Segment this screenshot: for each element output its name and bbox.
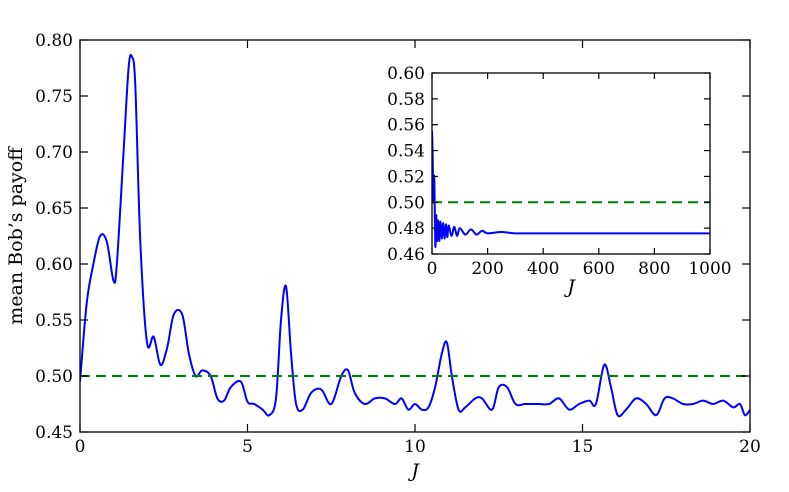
inset-x-tick-label: 0	[427, 259, 438, 279]
inset-x-tick-label: 1000	[688, 259, 731, 279]
main-y-tick-label: 0.70	[35, 143, 73, 163]
main-chart: 0 5 10 15 20 0.45 0.50 0.55 0.60 0.65 0.70 0.75 0.80…	[5, 31, 761, 482]
main-series-payoff-line	[80, 53, 750, 418]
inset-x-tick-label: 600	[583, 259, 615, 279]
main-x-tick-label: 5	[242, 437, 253, 457]
main-x-tick-label: 10	[404, 437, 426, 457]
inset-background	[432, 73, 710, 254]
main-plot-area	[80, 53, 750, 418]
main-ticks: 0 5 10 15 20 0.45 0.50 0.55 0.60 0.65 0.70 0.75 0.80	[35, 31, 761, 457]
inset-axes-frame	[431, 72, 711, 255]
inset-y-tick-label: 0.58	[387, 90, 425, 110]
inset-x-axis-label: J	[563, 276, 576, 298]
main-y-tick-label: 0.80	[35, 31, 73, 51]
main-y-tick-label: 0.60	[35, 255, 73, 275]
main-y-tick-label: 0.75	[35, 87, 73, 107]
main-x-tick-label: 15	[572, 437, 594, 457]
main-y-tick-label: 0.50	[35, 367, 73, 387]
inset-plot-area	[432, 131, 710, 248]
main-y-tick-label: 0.55	[35, 311, 73, 331]
main-x-tick-label: 20	[739, 437, 761, 457]
inset-y-tick-label: 0.46	[387, 245, 425, 265]
main-y-tick-label: 0.45	[35, 423, 73, 443]
inset-ticks: 0 200 400 600 800 1000 0.46 0.48 0.50 0.52 0.54 0.5…	[387, 64, 731, 279]
inset-y-tick-label: 0.50	[387, 193, 425, 213]
inset-y-tick-label: 0.52	[387, 167, 425, 187]
inset-chart: 0 200 400 600 800 1000 0.46 0.48 0.50 0.52 0.54 0.5…	[387, 64, 731, 298]
inset-series-payoff-line	[432, 131, 710, 248]
main-y-axis-label: mean Bob’s payoff	[5, 146, 27, 325]
main-x-tick-label: 0	[75, 437, 86, 457]
inset-y-tick-label: 0.48	[387, 219, 425, 239]
inset-x-tick-label: 200	[471, 259, 503, 279]
inset-y-tick-label: 0.54	[387, 142, 425, 162]
inset-x-tick-label: 800	[638, 259, 670, 279]
inset-y-tick-label: 0.60	[387, 64, 425, 84]
inset-x-tick-label: 400	[527, 259, 559, 279]
main-x-axis-label: J	[407, 460, 420, 482]
main-y-tick-label: 0.65	[35, 199, 73, 219]
inset-y-tick-label: 0.56	[387, 116, 425, 136]
